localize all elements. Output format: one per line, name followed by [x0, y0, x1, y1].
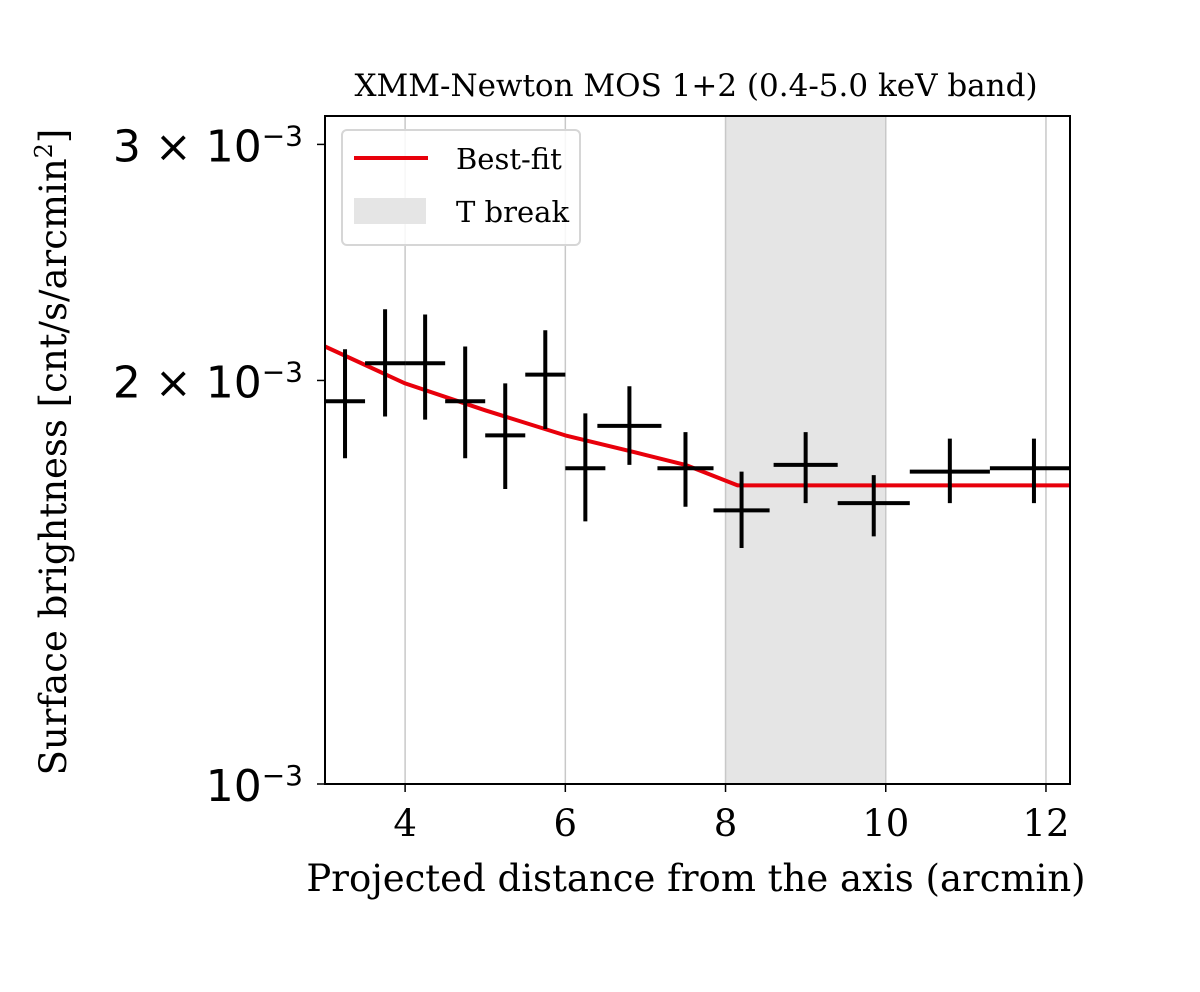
data-point	[657, 432, 714, 507]
y-tick-label-exponent: −3	[262, 355, 303, 388]
data-points	[325, 309, 1070, 548]
y-tick-label: 3 × 10−3	[113, 119, 303, 173]
data-point	[989, 438, 1070, 504]
y-tick-label: 10−3	[206, 759, 303, 813]
plot-frame	[324, 115, 1071, 785]
legend-t-break-label: T break	[456, 195, 569, 229]
y-tick-label-exponent: −3	[262, 119, 303, 152]
data-point	[597, 386, 662, 465]
x-tick-label: 12	[1022, 802, 1069, 845]
y-axis-label-main: Surface brightness [cnt/s/arcmin	[32, 158, 75, 775]
y-tick-label-base: 10	[206, 761, 262, 812]
data-point	[325, 349, 366, 459]
y-axis-ticks: 10−32 × 10−33 × 10−3	[113, 119, 325, 812]
x-axis-label: Projected distance from the axis (arcmin…	[306, 857, 1085, 900]
data-point	[773, 432, 838, 504]
y-tick-label-exponent: −3	[262, 759, 303, 792]
legend-best-fit-label: Best-fit	[456, 142, 562, 176]
y-axis-label-superscript: 2	[30, 143, 58, 158]
legend-t-break-swatch	[354, 198, 426, 224]
data-point	[565, 413, 606, 522]
data-point	[365, 309, 406, 417]
x-tick-label: 4	[393, 802, 417, 845]
data-point	[445, 346, 486, 459]
data-point	[485, 383, 526, 489]
legend: Best-fit T break	[341, 129, 581, 246]
data-point	[405, 314, 446, 420]
y-tick-label-base: 2 × 10	[113, 357, 262, 408]
chart-title: XMM-Newton MOS 1+2 (0.4-5.0 keV band)	[354, 68, 1037, 104]
x-axis-ticks: 4 6 8 10 12	[393, 784, 1070, 845]
y-tick-label-base: 3 × 10	[113, 121, 262, 172]
x-tick-label: 6	[554, 802, 578, 845]
y-axis-label: Surface brightness [cnt/s/arcmin2]	[30, 129, 75, 776]
data-point	[909, 438, 990, 504]
y-tick-label: 2 × 10−3	[113, 355, 303, 409]
x-tick-label: 8	[714, 802, 738, 845]
data-point	[525, 330, 566, 430]
data-point	[713, 471, 770, 548]
y-axis-label-suffix: ]	[32, 129, 75, 143]
data-point	[837, 475, 910, 537]
x-tick-label: 10	[862, 802, 909, 845]
